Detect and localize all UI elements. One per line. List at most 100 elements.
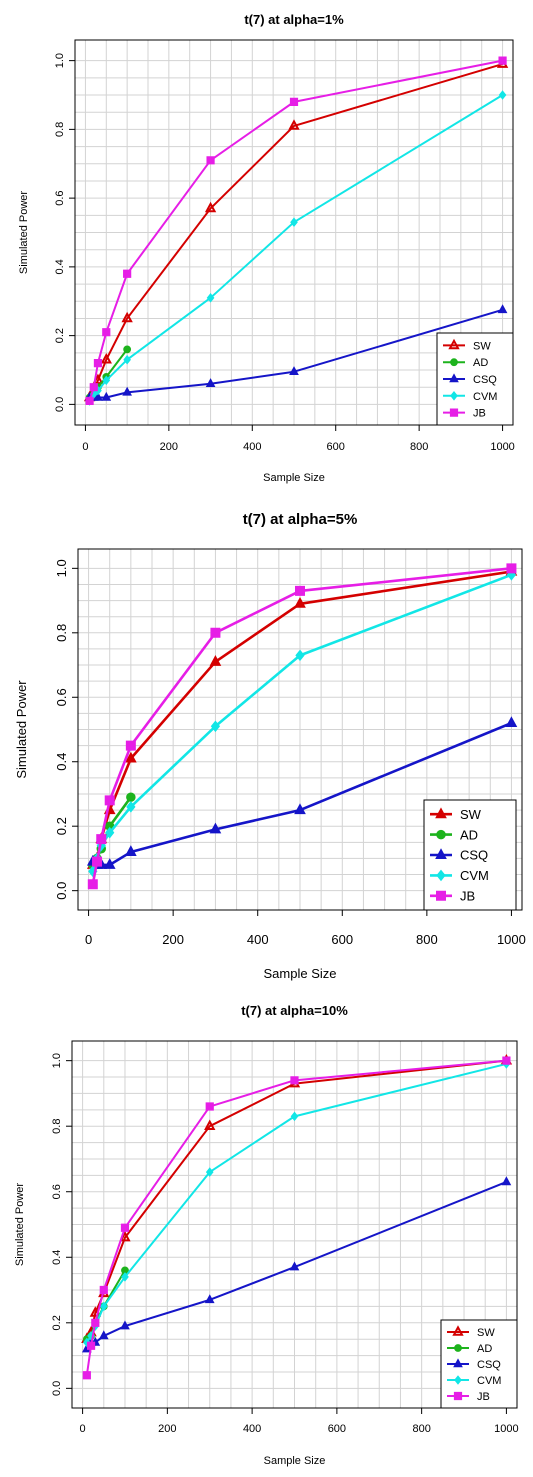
data-point-jb <box>125 740 136 751</box>
series-jb <box>85 56 507 406</box>
data-point-csq <box>98 1330 109 1340</box>
data-point-csq <box>209 822 222 834</box>
data-point-sw <box>100 352 112 364</box>
plot-frame <box>74 39 514 426</box>
legend-marker <box>454 1375 462 1385</box>
data-point-jb <box>289 97 299 106</box>
legend: SW AD CSQ CVM JB <box>423 799 517 911</box>
data-point-jb <box>120 1223 130 1232</box>
legend-label: JB <box>460 888 475 903</box>
data-point-cvm <box>295 649 305 662</box>
data-point-jb <box>295 585 305 596</box>
plot-frame <box>71 1040 518 1409</box>
plot-frame <box>77 548 523 911</box>
data-point-cvm <box>121 1272 129 1282</box>
legend-marker <box>449 408 459 417</box>
legend-marker <box>435 848 447 859</box>
legend-item-cvm: CVM <box>447 1375 501 1387</box>
data-point-csq <box>93 391 103 401</box>
x-tick-label: 1000 <box>494 1423 518 1435</box>
series-jb <box>82 1056 511 1380</box>
data-point-cvm <box>105 826 115 839</box>
data-point-cvm <box>498 90 507 100</box>
legend-label: AD <box>460 827 478 842</box>
data-point-jb <box>498 56 507 65</box>
legend-marker <box>450 390 458 401</box>
x-axis-label: Sample Size <box>264 1455 326 1467</box>
data-point-cvm <box>126 801 136 813</box>
series-line-sw <box>85 1059 507 1340</box>
legend-marker <box>450 358 458 367</box>
legend-marker <box>449 373 459 383</box>
data-point-csq <box>289 366 299 376</box>
legend-marker <box>454 1344 462 1352</box>
y-tick-label: 0.4 <box>54 259 66 274</box>
legend-item-cvm: CVM <box>430 868 489 883</box>
data-point-cvm <box>123 354 131 365</box>
data-point-ad <box>126 792 136 802</box>
x-tick-label: 0 <box>80 1423 86 1435</box>
data-point-jb <box>506 563 517 574</box>
data-point-csq <box>125 845 137 856</box>
x-tick-label: 600 <box>331 932 353 947</box>
y-tick-label: 0.0 <box>54 397 66 412</box>
data-point-csq <box>205 378 216 388</box>
data-point-jb <box>205 1102 214 1111</box>
chart-title: t(7) at alpha=10% <box>241 1003 348 1018</box>
legend-item-jb: JB <box>447 1391 490 1403</box>
data-point-csq <box>501 1176 512 1186</box>
data-point-cvm <box>290 217 298 227</box>
chart-svg-alpha-1: t(7) at alpha=1%0 200 400 600 800 10000.00.20… <box>18 12 515 484</box>
data-point-sw <box>204 1119 216 1130</box>
data-point-jb <box>86 1341 96 1350</box>
legend-item-sw: SW <box>430 807 482 822</box>
series-cvm <box>82 1059 511 1348</box>
legend-label: SW <box>460 807 482 822</box>
data-point-jb <box>102 328 111 337</box>
y-axis: 0.0 0.2 0.4 0.6 0.8 1.0 <box>54 53 75 412</box>
data-point-jb <box>210 627 221 638</box>
data-point-jb <box>92 856 103 867</box>
data-point-cvm <box>99 1301 108 1312</box>
data-point-ad <box>123 345 132 354</box>
data-point-csq <box>122 386 132 396</box>
x-tick-label: 1000 <box>490 441 514 453</box>
legend-label: CVM <box>477 1375 501 1387</box>
y-axis: 0.0 0.2 0.4 0.6 0.8 1.0 <box>54 559 78 900</box>
x-axis: 0 200 400 600 800 1000 <box>85 910 526 947</box>
data-point-sw <box>125 751 137 763</box>
chart-svg-alpha-5: t(7) at alpha=5% 0 200 400 600 800 1000 0.00.20… <box>14 511 526 981</box>
data-point-jb <box>93 359 103 368</box>
x-tick-label: 200 <box>162 932 184 947</box>
x-tick-label: 800 <box>410 441 428 453</box>
data-point-csq <box>120 1320 130 1330</box>
y-axis-label: Simulated Power <box>14 680 29 779</box>
y-tick-label: 0.4 <box>54 753 69 771</box>
data-point-csq <box>497 304 508 314</box>
legend-marker <box>452 1325 464 1336</box>
data-point-jb <box>82 1371 91 1380</box>
legend-item-ad: AD <box>430 827 478 842</box>
legend-label: JB <box>473 408 486 420</box>
y-tick-label: 0.4 <box>51 1250 63 1265</box>
data-point-cvm <box>102 375 111 386</box>
y-tick-label: 0.2 <box>54 328 66 343</box>
legend-marker <box>436 890 446 901</box>
data-point-jb <box>85 396 94 406</box>
legend-item-ad: AD <box>447 1343 492 1355</box>
series-jb <box>87 563 517 890</box>
legend-item-jb: JB <box>430 888 475 903</box>
data-point-jb <box>87 879 98 890</box>
y-tick-label: 0.0 <box>51 1381 63 1396</box>
chart-title: t(7) at alpha=5% <box>243 511 358 528</box>
data-point-sw <box>204 201 217 213</box>
x-tick-label: 400 <box>243 441 261 453</box>
legend-item-jb: JB <box>443 408 486 420</box>
legend-marker <box>448 338 460 350</box>
x-axis: 0 200 400 600 800 1000 <box>82 425 515 453</box>
legend-label: CSQ <box>473 374 497 386</box>
y-tick-label: 0.8 <box>54 624 69 642</box>
data-point-jb <box>206 156 215 165</box>
legend: SW AD CSQ CVM JB <box>440 1319 518 1409</box>
y-tick-label: 0.8 <box>51 1119 63 1134</box>
